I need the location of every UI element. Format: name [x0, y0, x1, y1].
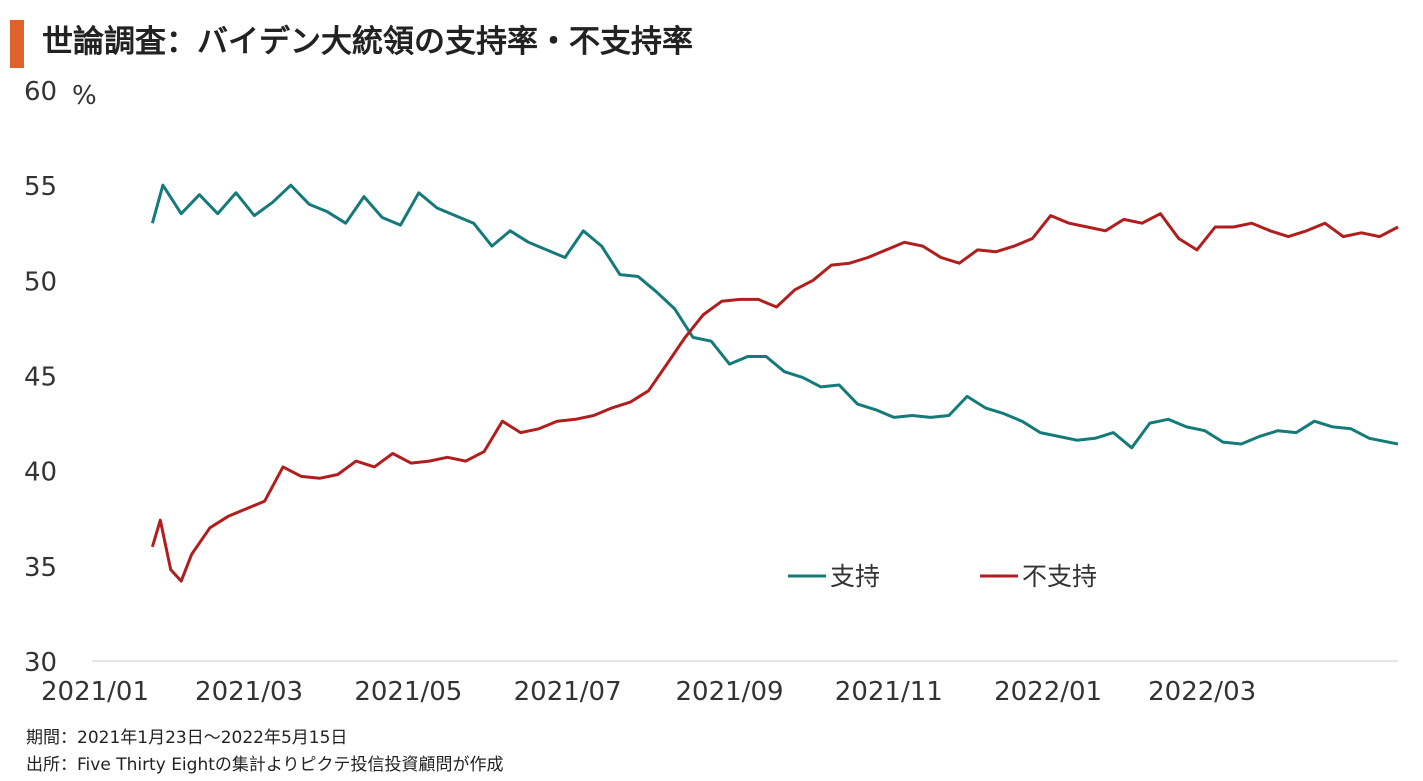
y-tick-label: 55	[24, 172, 57, 202]
source-note: 出所：Five Thirty Eightの集計よりピクテ投信投資顧問が作成	[26, 755, 504, 775]
legend-label-0: 支持	[830, 562, 880, 591]
legend-label-1: 不支持	[1022, 562, 1097, 591]
x-tick-label: 2022/03	[1148, 677, 1256, 707]
x-tick-label: 2022/01	[994, 677, 1102, 707]
chart-title: 世論調査：バイデン大統領の支持率・不支持率	[42, 24, 693, 60]
period-note: 期間：2021年1月23日～2022年5月15日	[26, 728, 348, 748]
y-tick-label: 60	[24, 77, 57, 107]
x-tick-label: 2021/05	[354, 677, 462, 707]
y-tick-label: 40	[24, 458, 57, 488]
x-tick-label: 2021/07	[514, 677, 622, 707]
x-tick-label: 2021/01	[41, 677, 149, 707]
x-axis-ticks: 2021/01 2021/03 2021/05 2021/07 2021/09 2021/…	[41, 677, 1256, 707]
series-lines	[150, 183, 1399, 583]
title-accent-bar	[10, 20, 24, 68]
series-line-0	[150, 183, 1399, 450]
legend: 支持 不支持	[788, 562, 1097, 591]
x-tick-label: 2021/11	[835, 677, 943, 707]
y-axis-unit: %	[72, 81, 97, 111]
y-tick-label: 35	[24, 553, 57, 583]
y-tick-label: 30	[24, 648, 57, 678]
x-tick-label: 2021/03	[195, 677, 303, 707]
series-line-1	[150, 212, 1399, 583]
x-tick-label: 2021/09	[676, 677, 784, 707]
y-tick-label: 45	[24, 363, 57, 393]
y-tick-label: 50	[24, 267, 57, 297]
y-axis-ticks: 30 35 40 45 50 55 60	[24, 77, 57, 678]
